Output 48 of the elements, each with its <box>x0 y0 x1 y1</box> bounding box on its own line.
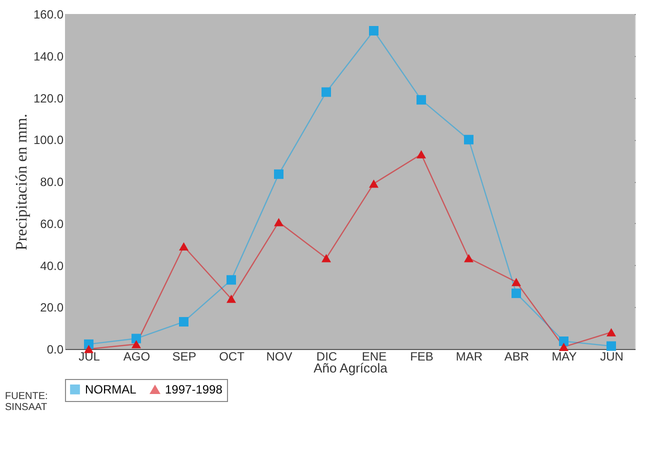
x-tick-label: SEP <box>172 350 196 364</box>
point <box>512 288 521 298</box>
point <box>274 218 284 226</box>
y-tick-label: 100.0 <box>33 133 64 148</box>
x-tick-label: MAR <box>456 350 483 364</box>
x-tick-label: ABR <box>504 350 530 364</box>
point <box>322 254 331 262</box>
x-tick-label: MAY <box>552 350 577 364</box>
point <box>132 334 141 344</box>
x-tick-label: OCT <box>219 350 246 364</box>
x-tick-label: JUL <box>78 350 100 364</box>
point <box>369 26 378 36</box>
point <box>512 278 521 286</box>
point <box>416 150 426 158</box>
point <box>179 317 188 327</box>
point <box>132 340 141 348</box>
point <box>274 169 284 179</box>
point <box>606 341 616 351</box>
point <box>226 294 236 303</box>
y-tick-label: 60.0 <box>40 216 64 231</box>
y-tick-label: 80.0 <box>40 175 64 189</box>
source-note: FUENTE: SINSAAT <box>5 391 48 413</box>
point <box>606 328 616 336</box>
legend-label: NORMAL <box>85 382 137 396</box>
x-axis-title: Año Agrícola <box>314 360 388 376</box>
x-tick-label: FEB <box>410 350 434 364</box>
point <box>559 342 568 352</box>
x-tick-label: NOV <box>266 350 292 364</box>
y-axis-title: Precipitación en mm. <box>13 114 30 250</box>
point <box>369 179 378 188</box>
x-tick-label: JUN <box>600 350 624 364</box>
y-tick-label: 0.0 <box>46 342 64 356</box>
y-tick-label: 160.0 <box>33 8 64 22</box>
y-tick-label: 140.0 <box>33 49 64 64</box>
y-tick-label: 40.0 <box>40 258 64 273</box>
x-tick-label: ENE <box>362 350 387 364</box>
x-tick-label: AGO <box>123 350 150 364</box>
point <box>226 275 236 285</box>
point <box>416 95 426 105</box>
x-tick-label: DIC <box>316 350 338 364</box>
point <box>179 242 188 251</box>
point <box>559 336 568 346</box>
y-tick-label: 120.0 <box>33 91 64 106</box>
point <box>464 134 474 144</box>
legend-label: 1997-1998 <box>165 382 223 397</box>
point <box>322 87 331 97</box>
y-tick-label: 20.0 <box>40 300 64 315</box>
point <box>464 254 474 262</box>
